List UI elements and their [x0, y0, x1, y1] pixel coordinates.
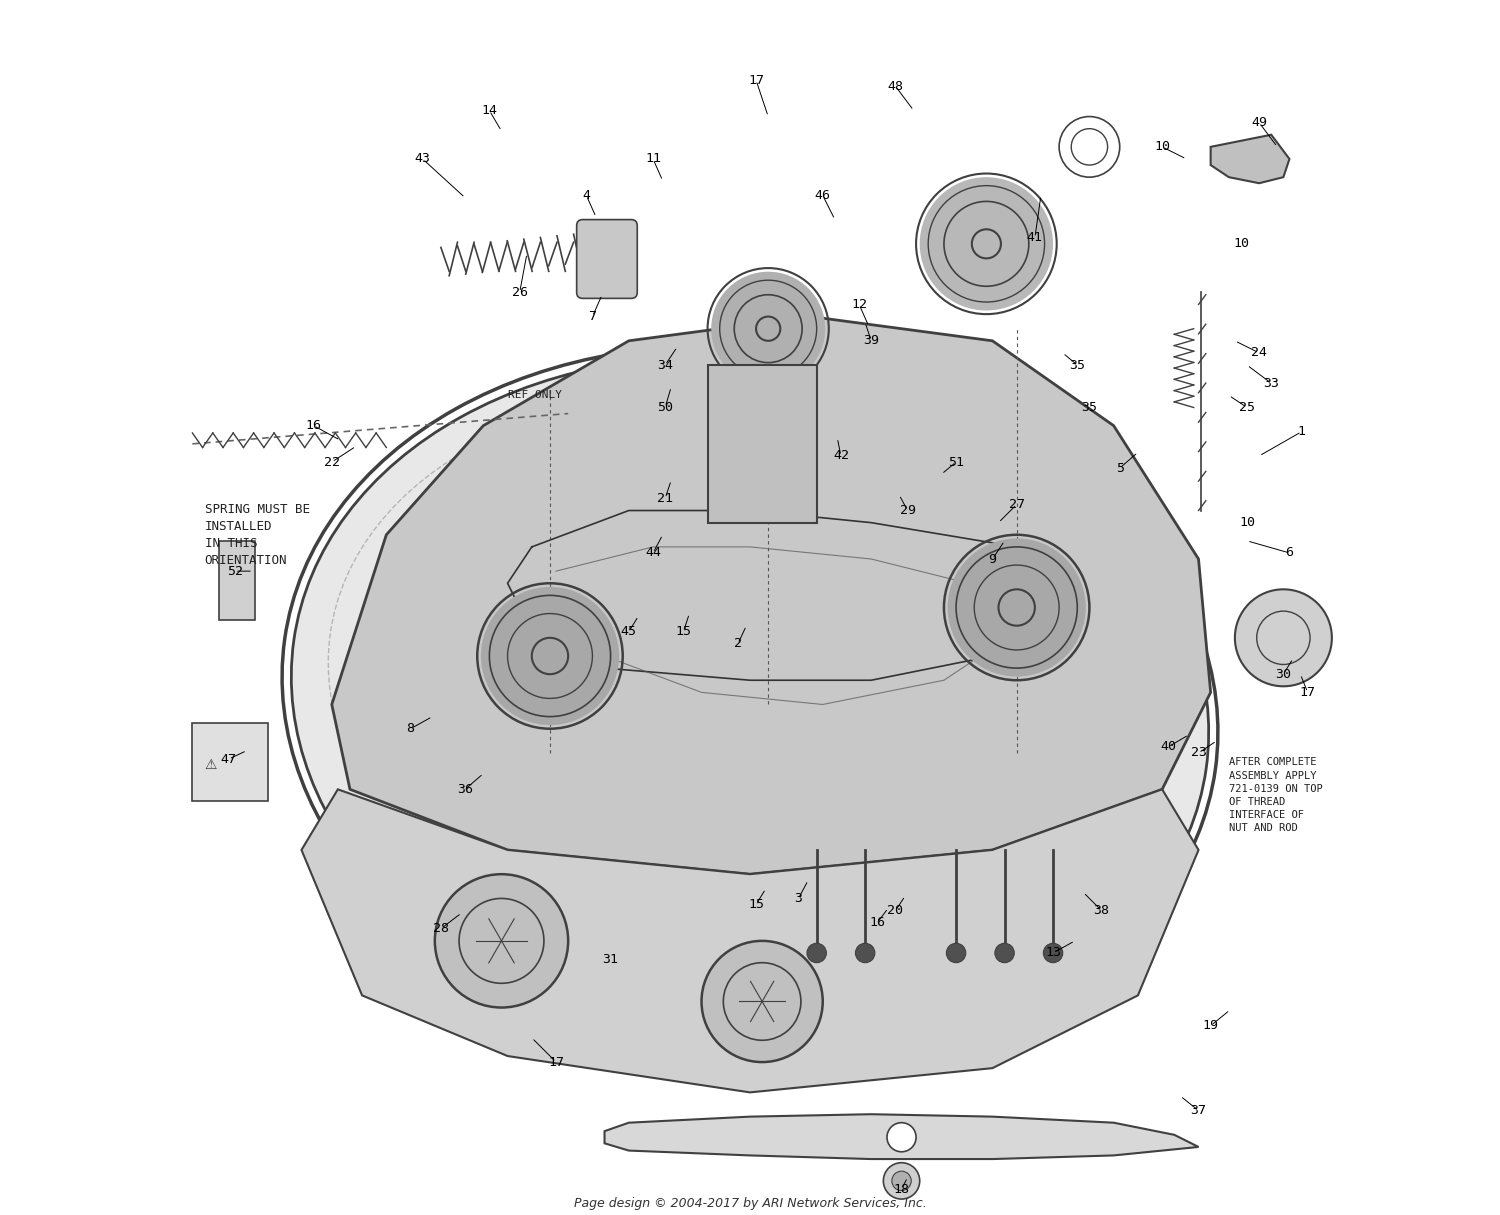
- Circle shape: [994, 943, 1014, 962]
- Circle shape: [946, 943, 966, 962]
- Circle shape: [702, 940, 822, 1062]
- Text: 17: 17: [1299, 685, 1316, 699]
- Polygon shape: [332, 317, 1210, 874]
- Circle shape: [884, 1163, 920, 1199]
- Text: 25: 25: [1239, 401, 1256, 414]
- Text: ⚠: ⚠: [204, 758, 218, 772]
- Bar: [219, 541, 255, 620]
- Text: 6: 6: [1286, 547, 1293, 559]
- Text: 9: 9: [988, 553, 996, 565]
- Text: 47: 47: [220, 752, 237, 765]
- Circle shape: [435, 874, 568, 1007]
- Circle shape: [807, 943, 826, 962]
- Text: 36: 36: [458, 782, 472, 796]
- Text: 26: 26: [512, 286, 528, 299]
- Text: 50: 50: [657, 401, 674, 414]
- Circle shape: [855, 943, 874, 962]
- Text: 17: 17: [548, 1056, 564, 1068]
- Text: 1: 1: [1298, 425, 1305, 439]
- Text: 16: 16: [870, 916, 885, 929]
- Text: 5: 5: [1116, 462, 1124, 475]
- Text: 11: 11: [645, 152, 662, 165]
- Text: AFTER COMPLETE
ASSEMBLY APPLY
721-0139 ON TOP
OF THREAD
INTERFACE OF
NUT AND ROD: AFTER COMPLETE ASSEMBLY APPLY 721-0139 O…: [1228, 757, 1323, 833]
- Text: 48: 48: [888, 80, 903, 92]
- Text: SPRING MUST BE
INSTALLED
IN THIS
ORIENTATION: SPRING MUST BE INSTALLED IN THIS ORIENTA…: [204, 503, 309, 566]
- Text: 44: 44: [645, 547, 662, 559]
- Text: 23: 23: [1191, 746, 1206, 759]
- Text: 14: 14: [482, 104, 498, 117]
- Text: Page design © 2004-2017 by ARI Network Services, Inc.: Page design © 2004-2017 by ARI Network S…: [573, 1197, 927, 1210]
- Circle shape: [948, 538, 1086, 677]
- Text: 22: 22: [324, 456, 340, 469]
- Circle shape: [886, 1123, 916, 1152]
- Polygon shape: [302, 790, 1198, 1092]
- Text: 12: 12: [850, 298, 867, 311]
- FancyBboxPatch shape: [576, 220, 638, 299]
- Text: REF ONLY: REF ONLY: [507, 390, 561, 401]
- Text: 16: 16: [306, 419, 321, 433]
- Polygon shape: [604, 1114, 1198, 1159]
- Text: 10: 10: [1233, 237, 1250, 250]
- Text: 34: 34: [657, 358, 674, 372]
- Text: 43: 43: [414, 152, 430, 165]
- Text: 33: 33: [1263, 377, 1280, 390]
- Bar: [192, 723, 267, 802]
- Text: 19: 19: [1203, 1019, 1218, 1033]
- Text: 27: 27: [1008, 498, 1025, 512]
- Polygon shape: [1210, 135, 1290, 183]
- Text: 10: 10: [1154, 141, 1170, 153]
- Text: 35: 35: [1070, 358, 1086, 372]
- Text: 39: 39: [862, 334, 879, 347]
- Text: 15: 15: [675, 626, 692, 638]
- Text: 10: 10: [1239, 516, 1256, 530]
- Text: 45: 45: [621, 626, 638, 638]
- Circle shape: [711, 272, 825, 385]
- Text: 13: 13: [1046, 946, 1060, 960]
- Text: 37: 37: [1191, 1104, 1206, 1117]
- Text: 15: 15: [748, 898, 764, 911]
- Text: 52: 52: [226, 565, 243, 577]
- Text: 31: 31: [603, 953, 618, 966]
- Text: 30: 30: [1275, 668, 1292, 680]
- Circle shape: [1044, 943, 1064, 962]
- Text: 17: 17: [748, 74, 764, 86]
- Text: 2: 2: [734, 638, 742, 650]
- Circle shape: [482, 587, 620, 725]
- Ellipse shape: [291, 356, 1209, 1053]
- Text: 7: 7: [588, 310, 597, 323]
- Text: 3: 3: [795, 892, 802, 905]
- Text: 24: 24: [1251, 346, 1268, 360]
- Text: 35: 35: [1082, 401, 1098, 414]
- Text: 51: 51: [948, 456, 964, 469]
- Text: 41: 41: [1028, 231, 1042, 244]
- Circle shape: [1234, 589, 1332, 686]
- Text: 42: 42: [833, 450, 849, 463]
- Circle shape: [920, 177, 1053, 311]
- Text: 20: 20: [888, 904, 903, 917]
- Text: 29: 29: [900, 504, 915, 518]
- Text: 8: 8: [406, 722, 414, 735]
- Text: 28: 28: [433, 922, 448, 936]
- Circle shape: [892, 1171, 910, 1191]
- Text: 46: 46: [815, 188, 831, 202]
- Text: 4: 4: [582, 188, 591, 202]
- Text: 21: 21: [657, 492, 674, 505]
- Bar: [708, 364, 816, 522]
- Text: 38: 38: [1094, 904, 1110, 917]
- Text: 40: 40: [1160, 740, 1176, 753]
- Text: 18: 18: [894, 1183, 909, 1196]
- Text: 49: 49: [1251, 117, 1268, 129]
